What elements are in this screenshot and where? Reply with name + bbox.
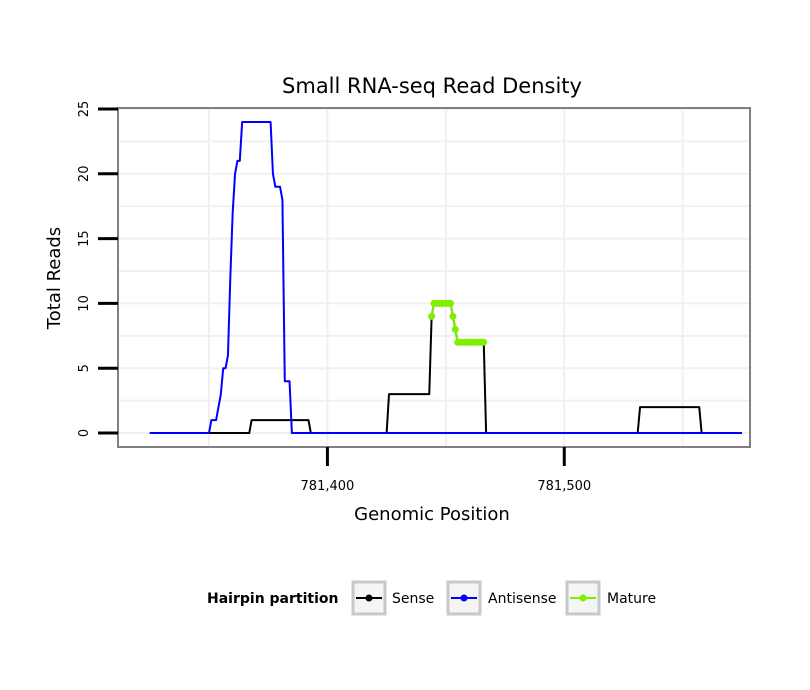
data-point-mature xyxy=(449,312,457,320)
legend: Hairpin partition Sense Antisense Mature xyxy=(207,580,656,616)
y-tick-label: 0 xyxy=(77,429,92,437)
y-tick-label: 5 xyxy=(77,364,92,372)
x-tick-label: 781,400 xyxy=(301,479,355,494)
y-axis-label: Total Reads xyxy=(44,227,65,330)
x-axis-label: Genomic Position xyxy=(354,504,510,525)
legend-label-antisense: Antisense xyxy=(488,591,557,607)
axes-layer: 0 5 10 15 20 25 781,400 781,500 xyxy=(77,101,591,494)
y-tick-label: 20 xyxy=(77,166,92,183)
data-point-mature xyxy=(447,299,455,307)
legend-label-mature: Mature xyxy=(607,591,656,607)
legend-title: Hairpin partition xyxy=(207,591,338,607)
plot-border xyxy=(117,107,751,448)
legend-label-sense: Sense xyxy=(392,591,434,607)
chart-title: Small RNA-seq Read Density xyxy=(282,74,582,98)
data-point-mature xyxy=(480,338,488,346)
legend-dot-sense xyxy=(365,594,373,602)
data-point-mature xyxy=(451,325,459,333)
x-tick-label: 781,500 xyxy=(537,479,591,494)
series-layer xyxy=(149,120,742,435)
y-tick-label: 25 xyxy=(77,101,92,118)
y-tick-label: 15 xyxy=(77,230,92,247)
grid xyxy=(119,108,749,446)
legend-dot-mature xyxy=(579,594,587,602)
data-point-mature xyxy=(428,312,436,320)
series-line-antisense xyxy=(149,120,742,435)
y-tick-label: 10 xyxy=(77,295,92,312)
legend-dot-antisense xyxy=(460,594,468,602)
